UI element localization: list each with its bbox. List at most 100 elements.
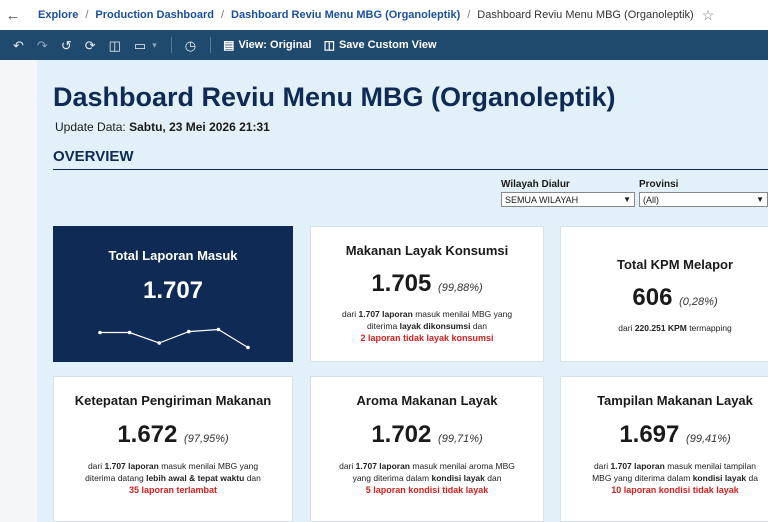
desc-bold: 1.707 laporan [104,461,159,471]
red-text: laporan kondisi tidak layak [373,485,489,495]
card-makanan-layak[interactable]: Makanan Layak Konsumsi 1.705 (99,88%) da… [310,226,544,362]
dropdown-arrow-icon: ▼ [756,195,764,204]
breadcrumb-separator: / [467,9,471,21]
update-label: Update Data: [55,120,126,134]
card-ketepatan-value: 1.672 [117,421,178,448]
toolbar-divider [210,37,212,53]
card-tampilan-desc: dari 1.707 laporan masuk menilai tampila… [565,460,768,496]
back-arrow-icon[interactable]: ← [5,6,21,24]
save-view-icon: ◫ [323,38,335,52]
card-ketepatan-pct: (97,95%) [184,433,229,445]
sparkline-point [157,341,161,345]
red-count: 2 [360,333,366,343]
card-total-laporan[interactable]: Total Laporan Masuk 1.707 [53,226,293,362]
update-data: Update Data: Sabtu, 23 Mei 2026 21:31 [55,120,270,134]
card-tampilan-pct: (99,41%) [686,433,731,445]
card-aroma[interactable]: Aroma Makanan Layak 1.702 (99,71%) dari … [310,376,544,522]
desc-text: diterima [366,321,398,331]
sparkline-chart [98,327,250,350]
card-tampilan[interactable]: Tampilan Makanan Layak 1.697 (99,41%) da… [560,376,768,522]
desc-bold: kondisi layak [431,473,485,483]
update-value: Sabtu, 23 Mei 2026 21:31 [129,120,270,134]
breadcrumb-production-dashboard[interactable]: Production Dashboard [95,9,214,21]
filter-wilayah-select[interactable]: SEMUA WILAYAH ▼ [501,192,635,207]
desc-text: dari [341,309,357,319]
card-makanan-layak-red: 2 laporan tidak layak konsumsi [360,333,493,343]
dropdown-arrow-icon: ▼ [623,195,631,204]
breadcrumb-explore[interactable]: Explore [38,9,79,21]
breadcrumb-separator: / [85,9,89,21]
redo-icon[interactable]: ↷ [36,37,48,53]
red-count: 10 [611,485,622,495]
card-kpm-title: Total KPM Melapor [616,257,734,272]
desc-text: dari [593,461,609,471]
card-tampilan-value-row: 1.697 (99,41%) [561,421,768,449]
left-gutter [0,60,37,522]
save-custom-view-button[interactable]: ◫ Save Custom View [324,38,437,52]
desc-text: masuk menilai MBG yang [161,461,259,471]
filter-provinsi-value: (All) [643,194,659,205]
breadcrumb-bar: ← Explore / Production Dashboard / Dashb… [0,0,768,30]
card-kpm-pct: (0,28%) [679,296,718,308]
sparkline-point [246,345,250,350]
card-kpm-desc: dari 220.251 KPM termapping [565,322,768,334]
card-makanan-layak-pct: (99,88%) [438,282,483,294]
filter-wilayah-label: Wilayah Dialur [501,179,570,190]
desc-bold: layak dikonsumsi [399,321,471,331]
dashboard-title: Dashboard Reviu Menu MBG (Organoleptik) [53,82,616,112]
revert-icon[interactable]: ↺ [60,37,72,53]
desc-text: masuk menilai MBG yang [415,309,513,319]
red-text: laporan terlambat [141,485,218,495]
desc-bold: 1.707 laporan [355,461,410,471]
undo-icon[interactable]: ↶ [13,37,24,53]
card-kpm-value-row: 606 (0,28%) [561,284,768,312]
device-preview-icon[interactable]: ▭ [133,37,147,53]
desc-text: dan [246,473,261,483]
breadcrumb-current: Dashboard Reviu Menu MBG (Organoleptik) [477,9,694,21]
dropdown-chevron-icon[interactable]: ▾ [152,39,157,50]
desc-text: dan [472,321,488,331]
card-aroma-desc: dari 1.707 laporan masuk menilai aroma M… [315,460,539,496]
sparkline-point [98,330,102,335]
metrics-icon[interactable]: ◷ [184,37,197,53]
card-tampilan-value: 1.697 [619,421,680,448]
card-ketepatan-title: Ketepatan Pengiriman Makanan [74,393,272,408]
card-makanan-layak-value-row: 1.705 (99,88%) [311,270,543,298]
card-makanan-layak-title: Makanan Layak Konsumsi [345,243,509,258]
view-icon: ▤ [223,38,235,52]
red-count: 35 [128,485,139,495]
section-title: OVERVIEW [53,148,134,165]
card-makanan-layak-value: 1.705 [371,270,432,297]
desc-text: yang diterima dalam [352,473,430,483]
filter-wilayah: Wilayah Dialur SEMUA WILAYAH ▼ [501,179,635,207]
desc-text: da [748,473,758,483]
sparkline-point [216,327,221,332]
desc-text: masuk menilai aroma MBG [412,461,515,471]
breadcrumb-dashboard-reviu[interactable]: Dashboard Reviu Menu MBG (Organoleptik) [231,9,461,21]
refresh-icon[interactable]: ⟳ [84,37,96,53]
card-kpm[interactable]: Total KPM Melapor 606 (0,28%) dari 220.2… [560,226,768,362]
card-makanan-layak-desc: dari 1.707 laporan masuk menilai MBG yan… [315,308,539,344]
view-original-button[interactable]: ▤ View: Original [223,38,312,52]
card-ketepatan[interactable]: Ketepatan Pengiriman Makanan 1.672 (97,9… [53,376,293,522]
sparkline-point [187,329,191,334]
favorite-star-icon[interactable]: ☆ [701,6,715,23]
filter-wilayah-value: SEMUA WILAYAH [505,194,579,205]
desc-text: dari [339,461,354,471]
card-ketepatan-value-row: 1.672 (97,95%) [54,421,292,449]
desc-text: dan [487,473,502,483]
card-ketepatan-desc: dari 1.707 laporan masuk menilai MBG yan… [58,460,288,496]
card-aroma-value: 1.702 [371,421,432,448]
card-aroma-red: 5 laporan kondisi tidak layak [366,485,489,495]
desc-text: diterima datang [85,473,144,483]
card-ketepatan-red: 35 laporan terlambat [129,485,217,495]
card-total-laporan-title: Total Laporan Masuk [108,248,238,263]
red-text: laporan kondisi tidak layak [623,485,739,495]
section-divider [53,169,768,170]
desc-text: MBG yang diterima dalam [592,473,691,483]
dashboard-canvas: Dashboard Reviu Menu MBG (Organoleptik) … [37,60,768,522]
pause-updates-icon[interactable]: ◫ [108,37,121,53]
card-aroma-value-row: 1.702 (99,71%) [311,421,543,449]
desc-bold: 1.707 laporan [610,461,665,471]
filter-provinsi-select[interactable]: (All) ▼ [639,192,768,207]
